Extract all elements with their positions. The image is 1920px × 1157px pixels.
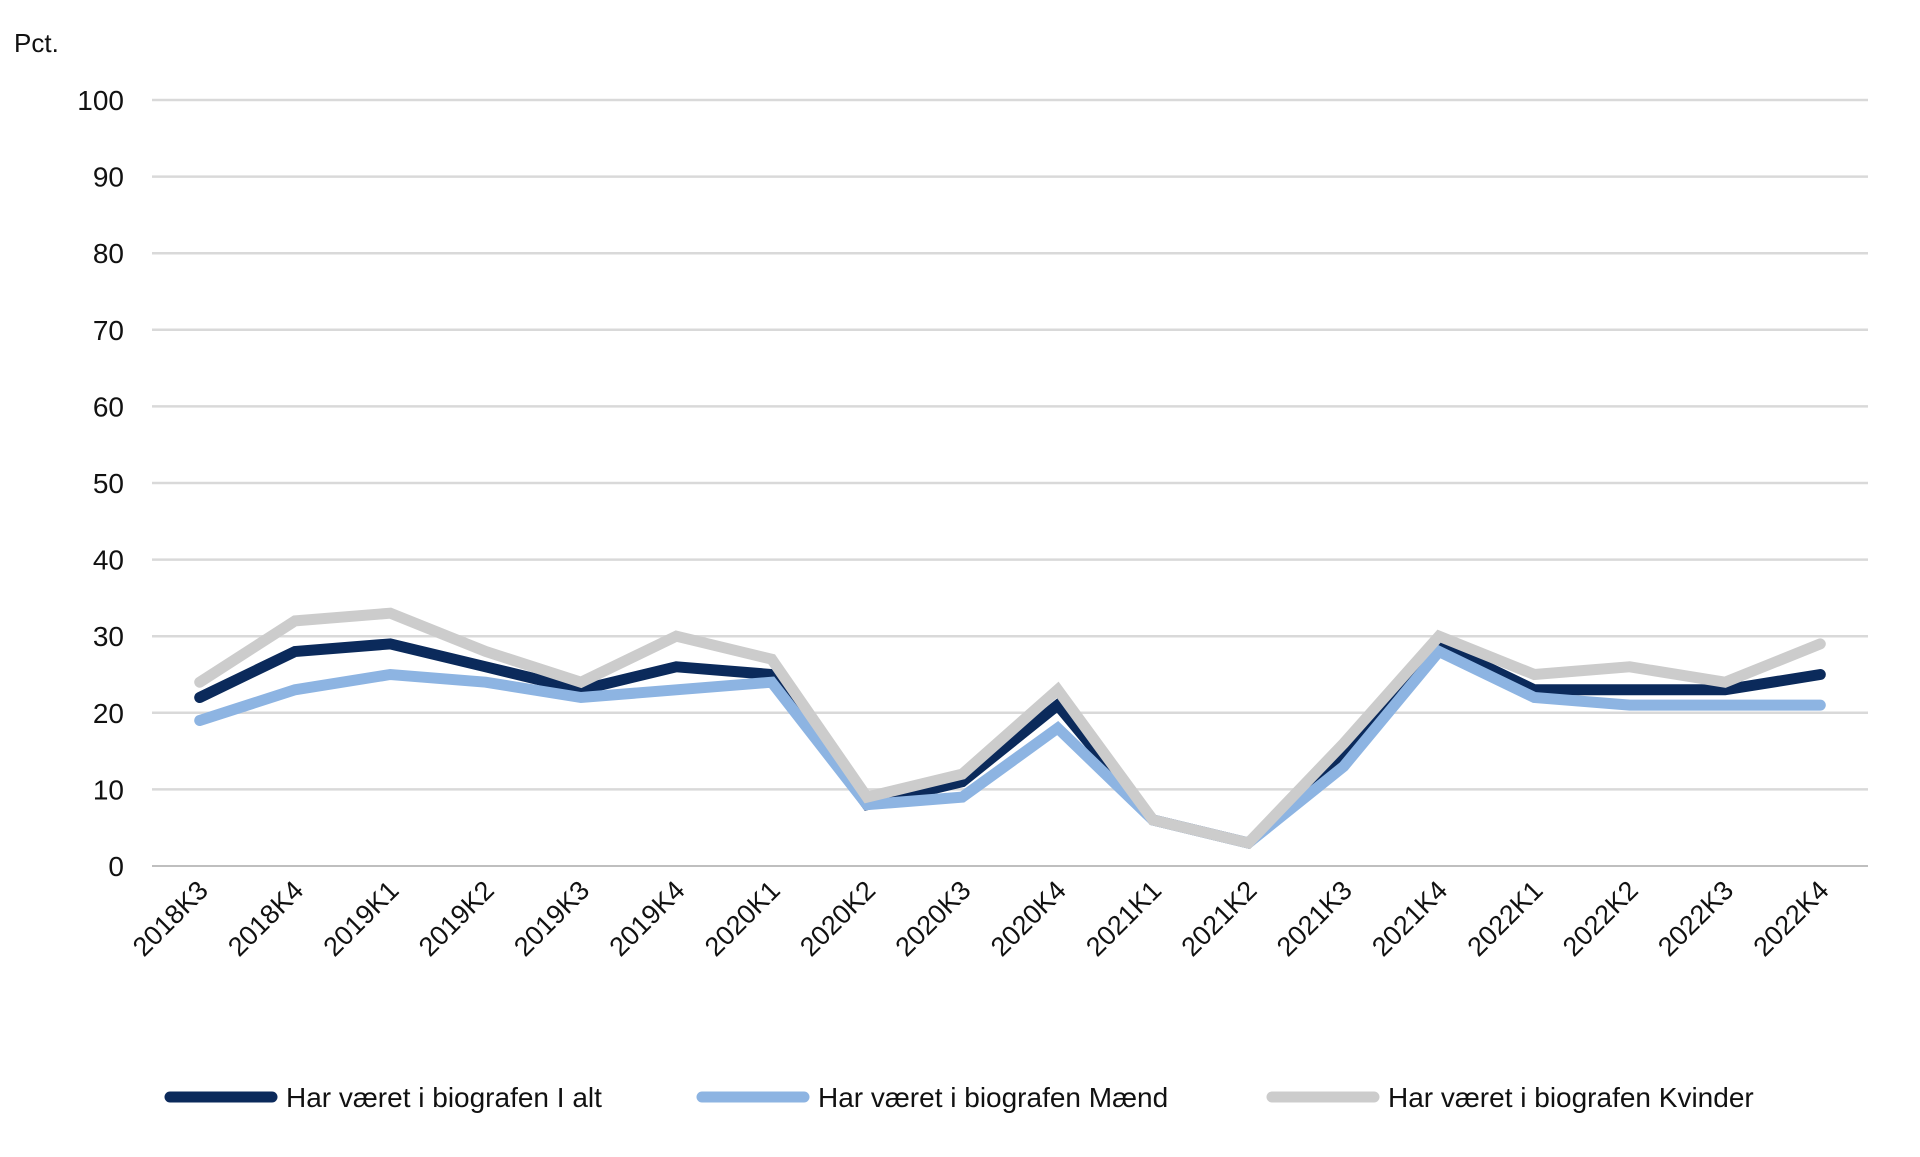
x-tick-label: 2022K2 xyxy=(1557,875,1644,962)
legend-item: Har været i biografen Kvinder xyxy=(1272,1082,1754,1113)
x-tick-label: 2018K3 xyxy=(127,875,214,962)
x-tick-label: 2022K3 xyxy=(1652,875,1739,962)
y-unit-label: Pct. xyxy=(14,28,59,58)
y-tick-label: 20 xyxy=(93,698,124,729)
y-tick-label: 90 xyxy=(93,162,124,193)
y-tick-label: 0 xyxy=(108,851,124,882)
x-tick-label: 2019K4 xyxy=(604,875,691,962)
gridlines xyxy=(152,100,1868,866)
y-tick-label: 100 xyxy=(77,85,124,116)
legend-label: Har været i biografen Kvinder xyxy=(1388,1082,1754,1113)
legend: Har været i biografen I alt Har været i b… xyxy=(170,1082,1754,1113)
x-tick-label: 2018K4 xyxy=(222,875,309,962)
legend-label: Har været i biografen Mænd xyxy=(818,1082,1168,1113)
y-tick-label: 10 xyxy=(93,774,124,805)
x-tick-label: 2020K3 xyxy=(890,875,977,962)
x-tick-label: 2022K1 xyxy=(1462,875,1549,962)
x-tick-label: 2022K4 xyxy=(1748,875,1835,962)
x-tick-label: 2020K2 xyxy=(794,875,881,962)
x-tick-label: 2021K3 xyxy=(1271,875,1358,962)
x-tick-label: 2020K4 xyxy=(985,875,1072,962)
x-tick-label: 2020K1 xyxy=(699,875,786,962)
x-tick-label: 2021K4 xyxy=(1366,875,1453,962)
y-tick-label: 60 xyxy=(93,391,124,422)
series-line xyxy=(200,613,1821,843)
y-tick-label: 70 xyxy=(93,315,124,346)
x-tick-label: 2019K2 xyxy=(413,875,500,962)
y-tick-label: 80 xyxy=(93,238,124,269)
y-tick-label: 30 xyxy=(93,621,124,652)
y-tick-label: 40 xyxy=(93,545,124,576)
series-3 xyxy=(200,613,1821,843)
x-tick-label: 2019K3 xyxy=(508,875,595,962)
legend-item: Har været i biografen I alt xyxy=(170,1082,602,1113)
legend-item: Har været i biografen Mænd xyxy=(702,1082,1168,1113)
legend-label: Har været i biografen I alt xyxy=(286,1082,602,1113)
x-tick-label: 2019K1 xyxy=(318,875,405,962)
series-lines xyxy=(200,613,1821,843)
x-tick-label: 2021K2 xyxy=(1176,875,1263,962)
y-axis-ticks: 0 10 20 30 40 50 60 70 80 90 100 xyxy=(77,85,124,882)
x-tick-label: 2021K1 xyxy=(1080,875,1167,962)
y-tick-label: 50 xyxy=(93,468,124,499)
